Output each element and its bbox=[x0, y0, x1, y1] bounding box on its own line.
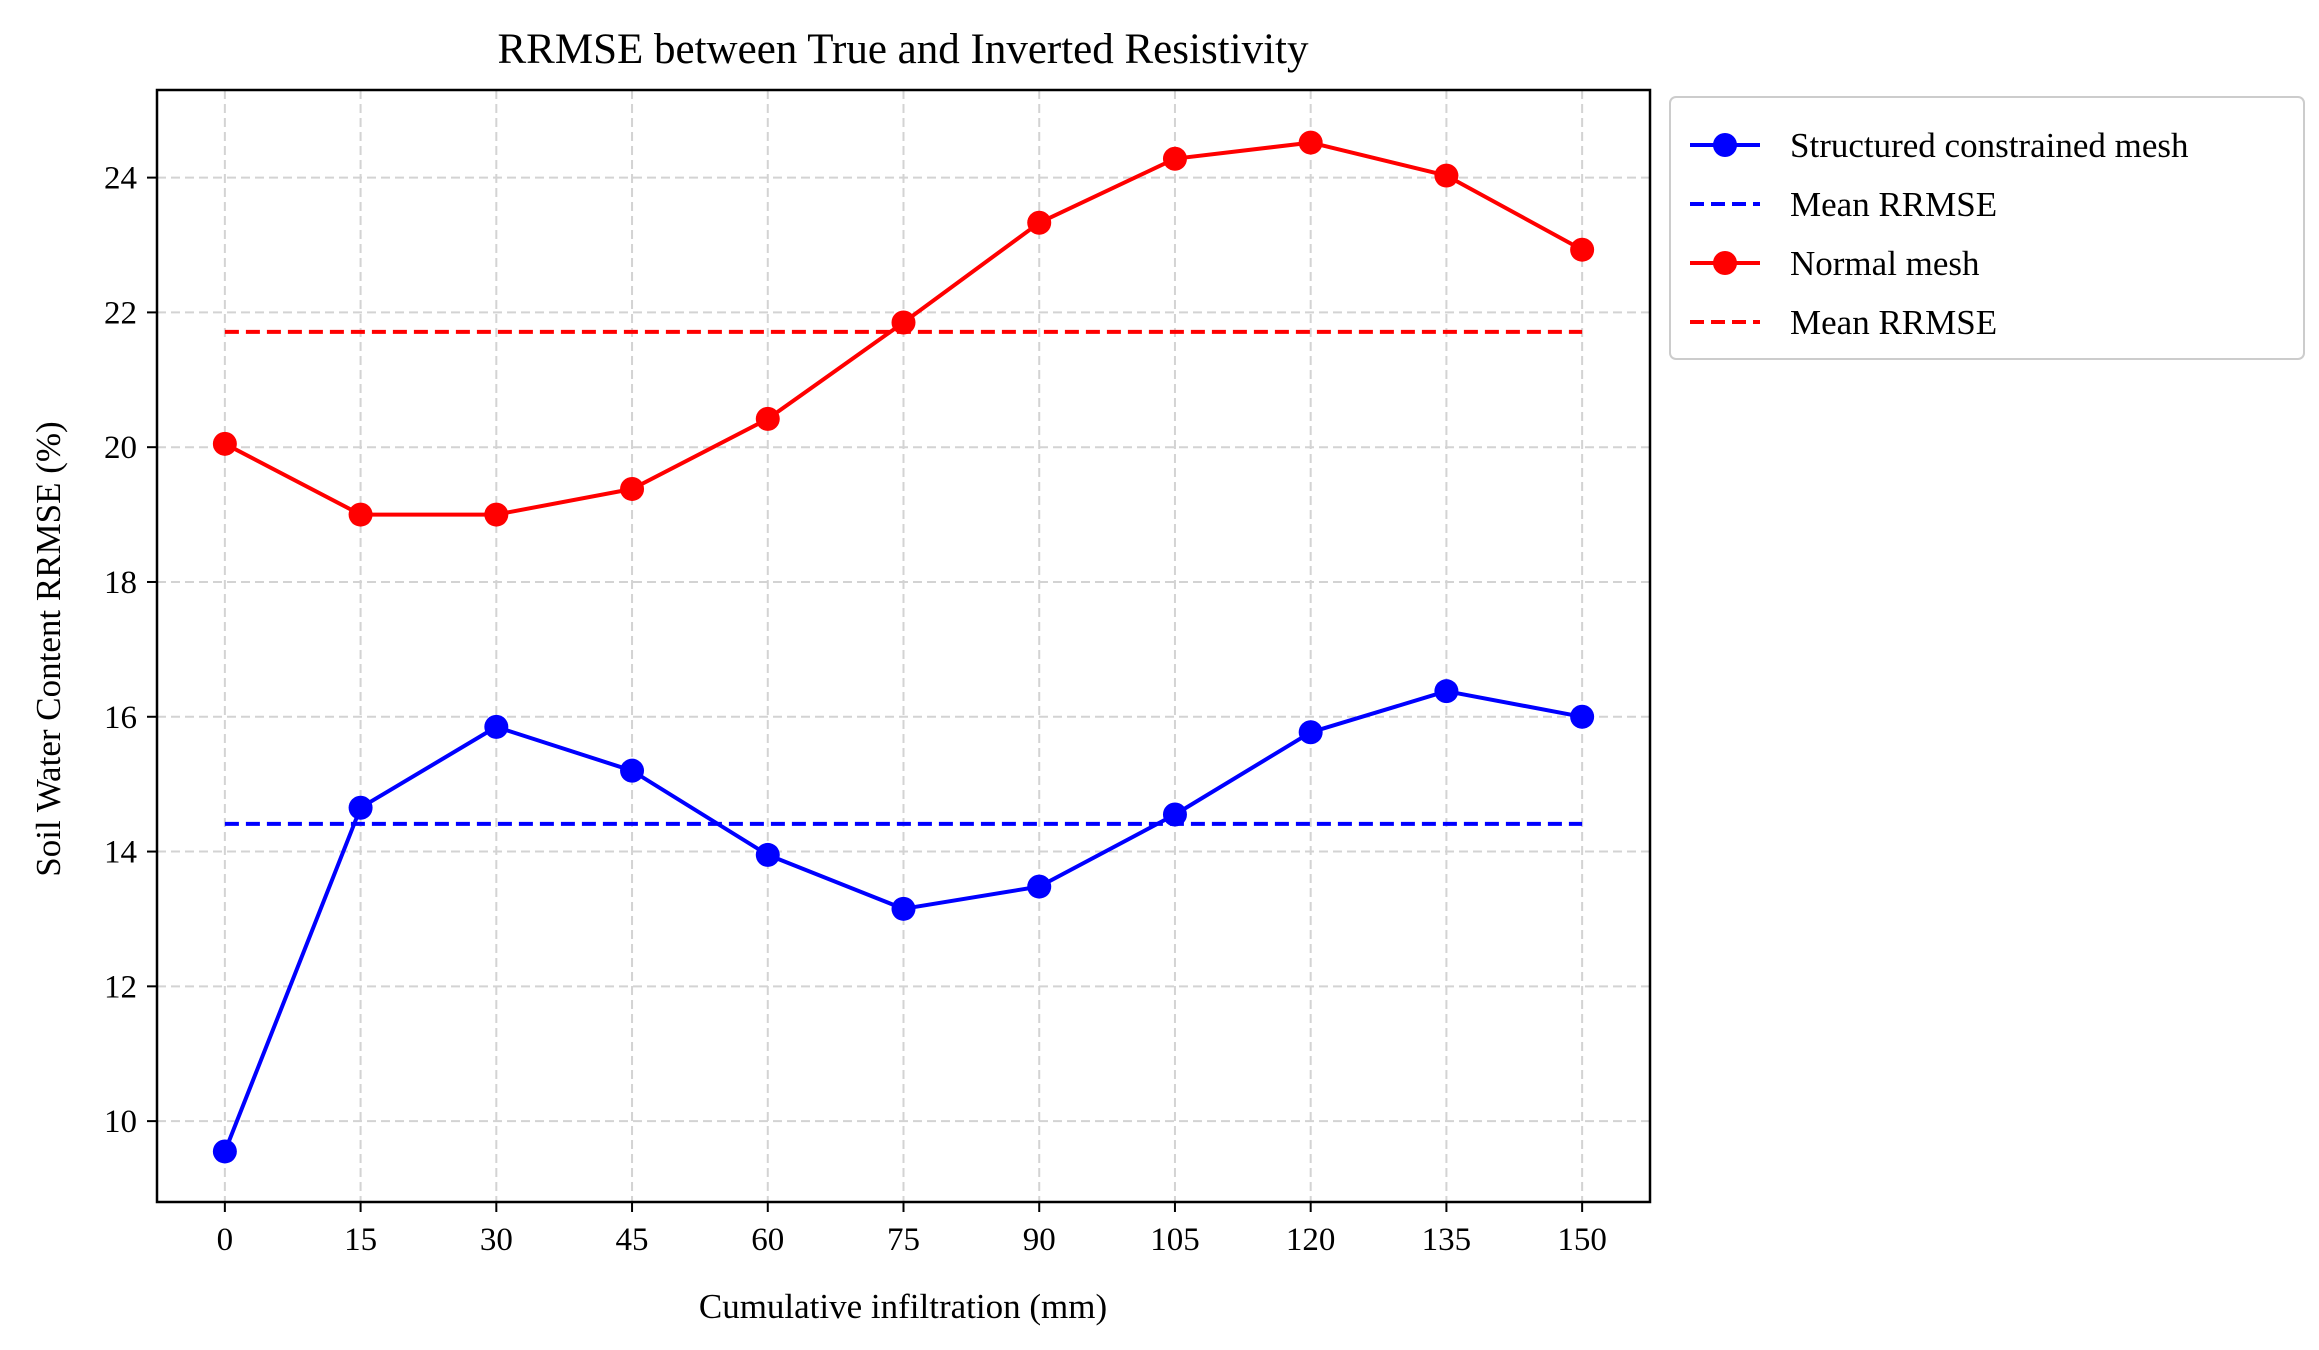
legend-label: Mean RRMSE bbox=[1790, 303, 1997, 342]
y-tick-label: 16 bbox=[104, 700, 137, 736]
data-point bbox=[620, 476, 645, 501]
legend-marker bbox=[1713, 133, 1737, 157]
data-point bbox=[1434, 163, 1459, 188]
data-point bbox=[755, 406, 780, 431]
legend-label: Mean RRMSE bbox=[1790, 185, 1997, 224]
data-point bbox=[1162, 146, 1187, 171]
data-point bbox=[1570, 237, 1595, 262]
series-0 bbox=[212, 679, 1595, 1164]
legend-marker bbox=[1713, 251, 1737, 275]
data-point bbox=[1298, 130, 1323, 155]
data-point bbox=[348, 502, 373, 527]
x-tick-label: 30 bbox=[480, 1222, 513, 1258]
y-tick-label: 22 bbox=[104, 295, 137, 331]
data-point bbox=[1162, 802, 1187, 827]
x-tick-label: 120 bbox=[1286, 1222, 1336, 1258]
x-tick-label: 75 bbox=[887, 1222, 920, 1258]
grid-layer bbox=[157, 90, 1650, 1202]
plot-frame bbox=[155, 88, 1652, 1204]
data-point bbox=[891, 310, 916, 335]
chart-title: RRMSE between True and Inverted Resistiv… bbox=[498, 26, 1309, 73]
data-point bbox=[348, 795, 373, 820]
data-point bbox=[1027, 210, 1052, 235]
data-point bbox=[1027, 874, 1052, 899]
axes-layer: 0 15 30 45 60 75 90 105 120 135 150 10 12 14 16 18 20 22 2… bbox=[104, 88, 1652, 1258]
legend-frame bbox=[1669, 96, 2305, 360]
legend-item: Normal mesh bbox=[1690, 244, 1980, 283]
y-tick-label: 12 bbox=[104, 969, 137, 1005]
x-tick-label: 15 bbox=[344, 1222, 377, 1258]
legend-label: Normal mesh bbox=[1790, 244, 1980, 283]
legend: Structured constrained mesh Mean RRMSE Nor… bbox=[1669, 96, 2305, 360]
data-point bbox=[484, 502, 509, 527]
x-tick-label: 60 bbox=[751, 1222, 784, 1258]
x-axis-label: Cumulative infiltration (mm) bbox=[699, 1287, 1107, 1326]
legend-item: Mean RRMSE bbox=[1690, 185, 1997, 224]
data-point bbox=[212, 1139, 237, 1164]
legend-label: Structured constrained mesh bbox=[1790, 126, 2189, 165]
series-layer bbox=[212, 130, 1595, 1164]
data-point bbox=[755, 842, 780, 867]
y-tick-label: 20 bbox=[104, 430, 137, 466]
x-tick-label: 135 bbox=[1422, 1222, 1472, 1258]
data-point bbox=[891, 896, 916, 921]
y-tick-label: 14 bbox=[104, 835, 137, 871]
legend-item: Mean RRMSE bbox=[1690, 303, 1997, 342]
y-tick-label: 10 bbox=[104, 1104, 137, 1140]
data-point bbox=[1434, 679, 1459, 704]
data-point bbox=[484, 714, 509, 739]
y-tick-label: 24 bbox=[104, 161, 137, 197]
series-2 bbox=[212, 130, 1595, 527]
x-tick-label: 90 bbox=[1023, 1222, 1056, 1258]
x-tick-label: 45 bbox=[616, 1222, 649, 1258]
y-axis-label: Soil Water Content RRMSE (%) bbox=[29, 421, 68, 876]
data-point bbox=[212, 431, 237, 456]
y-tick-label: 18 bbox=[104, 565, 137, 601]
legend-item: Structured constrained mesh bbox=[1690, 126, 2189, 165]
data-point bbox=[620, 758, 645, 783]
x-tick-label: 105 bbox=[1150, 1222, 1200, 1258]
x-tick-label: 0 bbox=[217, 1222, 234, 1258]
data-point bbox=[1298, 720, 1323, 745]
data-point bbox=[1570, 704, 1595, 729]
x-tick-label: 150 bbox=[1557, 1222, 1607, 1258]
